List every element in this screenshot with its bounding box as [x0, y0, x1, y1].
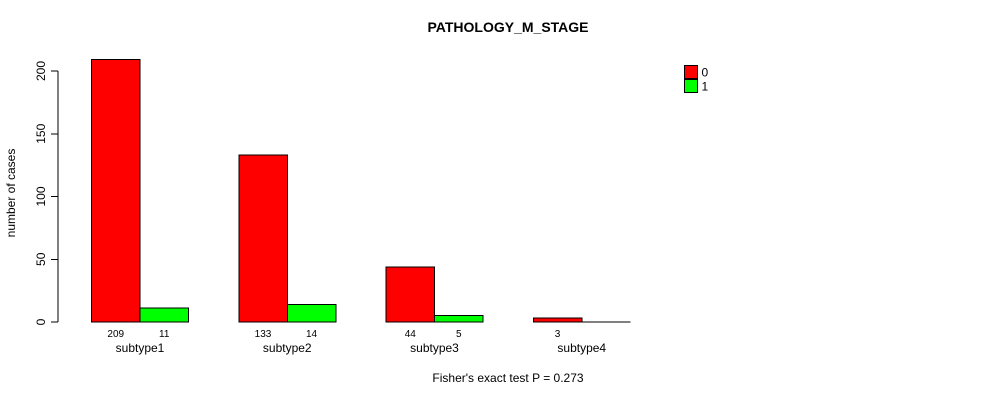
- legend-label-0: 0: [702, 66, 709, 80]
- category-label-subtype3: subtype3: [410, 341, 459, 355]
- stat-test-annotation: Fisher's exact test P = 0.273: [432, 371, 584, 385]
- bar-subtype1-series1: [139, 307, 189, 323]
- y-tick-label: 50: [34, 252, 48, 266]
- y-tick-label: 0: [34, 318, 48, 325]
- bar-subtype3-series1: [434, 315, 484, 323]
- bar-value-label: 209: [107, 329, 124, 340]
- y-tick-label: 150: [34, 123, 48, 143]
- bar-subtype4-series0: [532, 317, 583, 323]
- legend-swatch-1: [684, 79, 698, 93]
- y-tick-label: 200: [34, 61, 48, 81]
- bar-value-label: 3: [555, 329, 561, 340]
- category-label-subtype4: subtype4: [557, 341, 606, 355]
- bar-value-label: 44: [405, 329, 417, 340]
- bar-value-label: 133: [255, 329, 272, 340]
- bar-subtype3-series0: [385, 266, 435, 323]
- bar-value-label: 14: [306, 329, 318, 340]
- bar-value-label: 11: [159, 329, 170, 340]
- legend-swatch-0: [684, 65, 698, 79]
- bar-subtype2-series0: [238, 154, 288, 323]
- bar-subtype2-series1: [286, 303, 337, 323]
- bar-value-label: 5: [456, 329, 462, 340]
- y-tick-label: 100: [34, 186, 48, 206]
- category-label-subtype1: subtype1: [116, 341, 165, 355]
- legend-label-1: 1: [702, 80, 709, 94]
- bar-subtype1-series0: [91, 59, 141, 323]
- chart-title: PATHOLOGY_M_STAGE: [427, 19, 589, 35]
- category-label-subtype2: subtype2: [263, 341, 312, 355]
